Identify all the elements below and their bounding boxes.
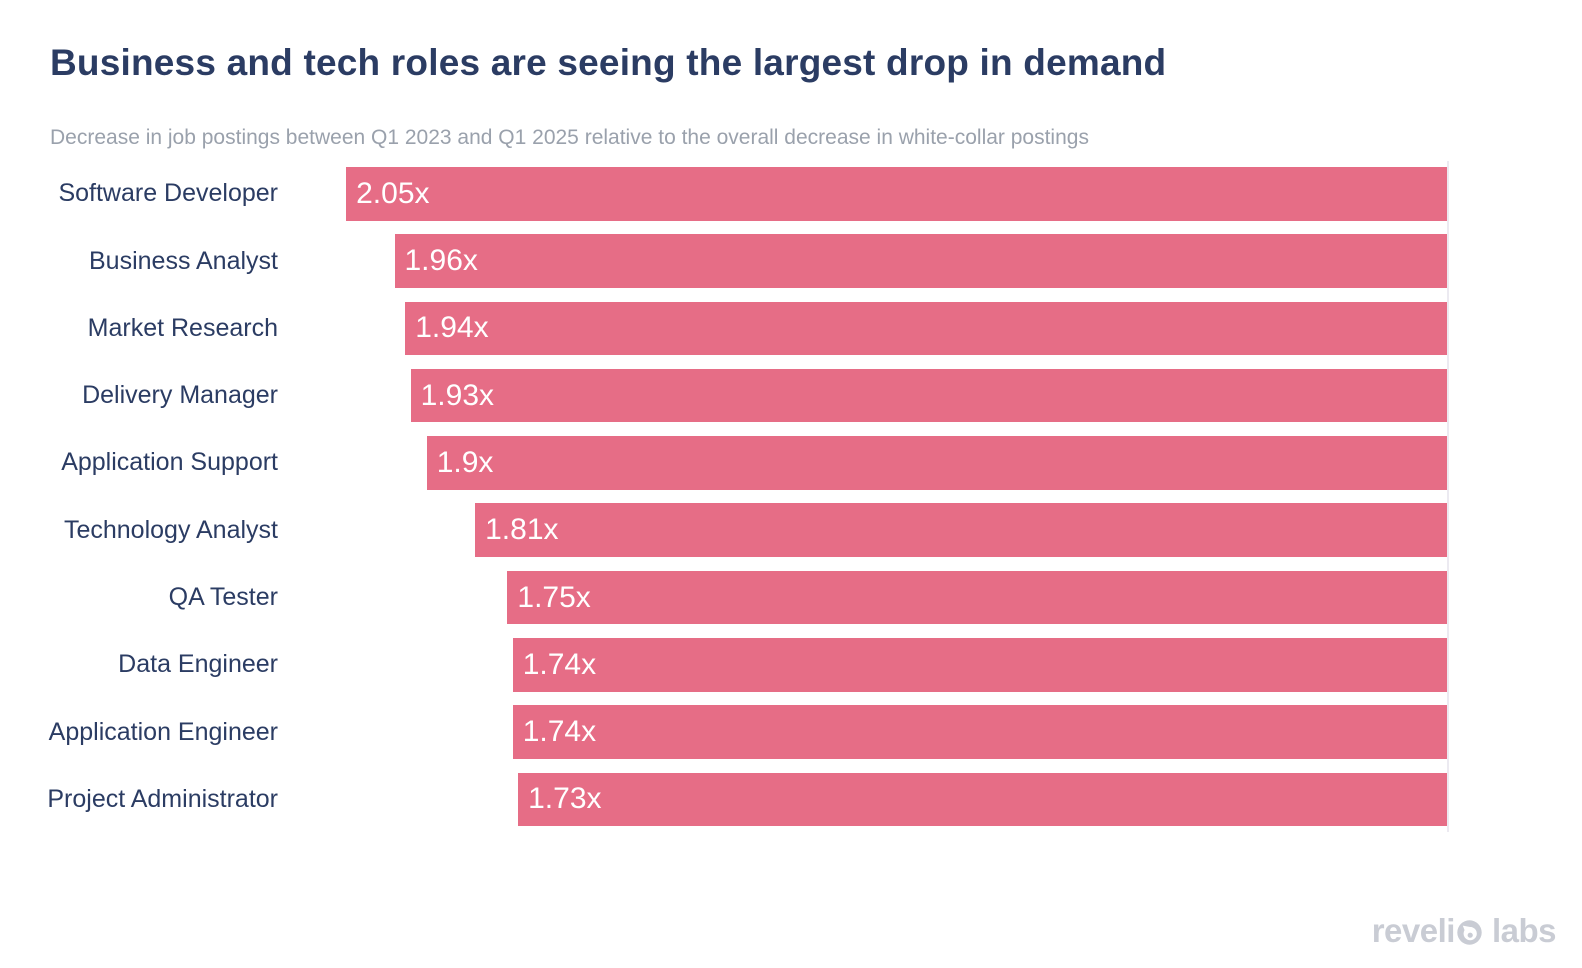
category-label: Delivery Manager (82, 381, 278, 410)
bar-value-label: 1.96x (404, 244, 478, 278)
chart-row: Market Research 1.94x (0, 301, 1448, 356)
bar-value-label: 1.73x (528, 782, 602, 816)
bar: 1.73x (518, 772, 1448, 827)
bar: 2.05x (346, 167, 1448, 221)
bar-zone: 1.96x (278, 234, 1448, 288)
baseline-axis (1447, 161, 1449, 832)
bar-zone: 1.74x (278, 638, 1448, 692)
bar-value-label: 1.75x (517, 580, 591, 614)
chart-row: Application Engineer 1.74x (0, 705, 1448, 759)
bar-value-label: 1.94x (415, 311, 489, 345)
logo-o-droplet-icon (1457, 919, 1482, 945)
chart-row: Business Analyst 1.96x (0, 234, 1448, 288)
chart-row: Technology Analyst 1.81x (0, 503, 1448, 557)
page-title: Business and tech roles are seeing the l… (50, 42, 1167, 83)
bar-value-label: 1.81x (485, 513, 559, 547)
category-label: QA Tester (168, 583, 278, 612)
bar-chart: Software Developer 2.05x Business Analyst 1… (0, 167, 1448, 827)
bar-zone: 2.05x (278, 167, 1448, 221)
bar-zone: 1.93x (278, 368, 1448, 423)
bar-zone: 1.75x (278, 570, 1448, 625)
revelio-labs-logo: reveli labs (1371, 912, 1557, 950)
logo-text-labs: labs (1491, 912, 1557, 949)
bar-zone: 1.74x (278, 705, 1448, 759)
bar: 1.9x (426, 436, 1448, 490)
bar: 1.74x (512, 705, 1448, 759)
chart-row: Delivery Manager 1.93x (0, 368, 1448, 423)
bar-value-label: 1.74x (522, 715, 597, 749)
chart-row: Data Engineer 1.74x (0, 638, 1448, 692)
bar-value-label: 2.05x (356, 176, 430, 210)
bar: 1.94x (405, 301, 1448, 356)
bar: 1.81x (475, 503, 1448, 557)
chart-rows: Software Developer 2.05x Business Analyst 1… (0, 167, 1448, 827)
bar-zone: 1.94x (278, 301, 1448, 356)
bar-value-label: 1.74x (522, 647, 597, 681)
chart-row: Project Administrator 1.73x (0, 772, 1448, 827)
bar-value-label: 1.93x (420, 378, 494, 412)
bar-zone: 1.9x (278, 436, 1448, 490)
bar: 1.96x (394, 234, 1448, 288)
bar-value-label: 1.9x (436, 445, 494, 479)
category-label: Technology Analyst (63, 515, 278, 544)
bar: 1.74x (512, 638, 1448, 692)
chart-row: Application Support 1.9x (0, 436, 1448, 490)
category-label: Market Research (87, 313, 278, 342)
category-label: Application Engineer (48, 717, 278, 746)
bar: 1.93x (410, 368, 1448, 423)
bar-zone: 1.81x (278, 503, 1448, 557)
category-label: Project Administrator (47, 784, 278, 813)
category-label: Application Support (61, 448, 278, 477)
category-label: Software Developer (58, 179, 278, 208)
page-subtitle: Decrease in job postings between Q1 2023… (50, 126, 1089, 149)
bar-zone: 1.73x (278, 772, 1448, 827)
category-label: Business Analyst (89, 246, 278, 275)
bar: 1.75x (507, 570, 1448, 625)
chart-row: QA Tester 1.75x (0, 570, 1448, 625)
category-label: Data Engineer (118, 650, 278, 679)
logo-text-reveli: reveli (1371, 912, 1456, 949)
chart-row: Software Developer 2.05x (0, 167, 1448, 221)
